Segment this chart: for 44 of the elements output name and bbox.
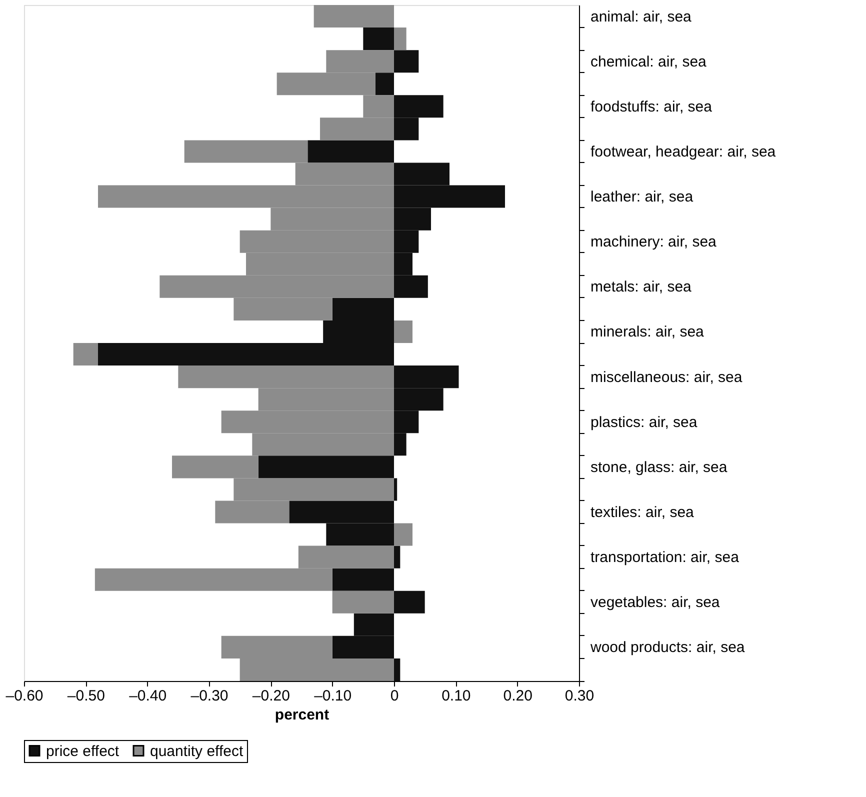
legend-label: quantity effect	[150, 742, 244, 760]
y-tick-label: metals: air, sea	[590, 278, 692, 296]
x-tick-label: –0.20	[252, 688, 290, 704]
y-tick-label: transportation: air, sea	[590, 549, 740, 566]
bar	[394, 590, 425, 614]
y-tick-label: animal: air, sea	[590, 8, 692, 26]
x-tick-label: 0.10	[442, 688, 471, 704]
x-tick-label: 0	[390, 688, 399, 704]
y-tick-label: foodstuffs: air, sea	[590, 98, 713, 116]
y-tick-label: footwear, headgear: air, sea	[590, 143, 776, 160]
y-tick-label: wood products: air, sea	[590, 639, 746, 656]
bar	[258, 456, 394, 478]
y-tick-label: leather: air, sea	[590, 188, 694, 206]
x-tick-label: 0.20	[503, 688, 532, 704]
bar	[73, 343, 98, 366]
bar	[394, 546, 400, 568]
x-tick-label: –0.60	[6, 688, 44, 704]
y-tick-label: minerals: air, sea	[590, 324, 705, 341]
bar	[376, 72, 394, 96]
y-tick-label: miscellaneous: air, sea	[590, 368, 743, 386]
y-tick-label: plastics: air, sea	[590, 414, 698, 431]
y-tick-label: vegetables: air, sea	[590, 594, 720, 612]
bar	[394, 28, 406, 50]
y-tick-label: stone, glass: air, sea	[590, 458, 728, 476]
x-axis-title: percent	[274, 706, 330, 724]
bar	[332, 590, 394, 614]
x-tick-label: –0.40	[129, 688, 167, 704]
y-tick-label: machinery: air, sea	[590, 234, 718, 251]
bar	[308, 140, 394, 163]
y-tick-label: chemical: air, sea	[590, 53, 708, 70]
bar	[394, 320, 412, 343]
x-tick-label: 0.30	[564, 688, 594, 704]
x-tick-label: –0.30	[190, 688, 228, 704]
bar	[394, 658, 400, 681]
y-tick-label: textiles: air, sea	[590, 504, 695, 521]
bar	[314, 5, 394, 28]
bar	[394, 50, 419, 73]
legend-label: price effect	[46, 742, 120, 760]
bar	[332, 568, 394, 591]
bar	[394, 478, 398, 501]
x-tick-label: –0.10	[314, 688, 352, 704]
bar	[363, 28, 394, 50]
bar	[394, 523, 412, 546]
x-tick-label: –0.50	[67, 688, 105, 704]
